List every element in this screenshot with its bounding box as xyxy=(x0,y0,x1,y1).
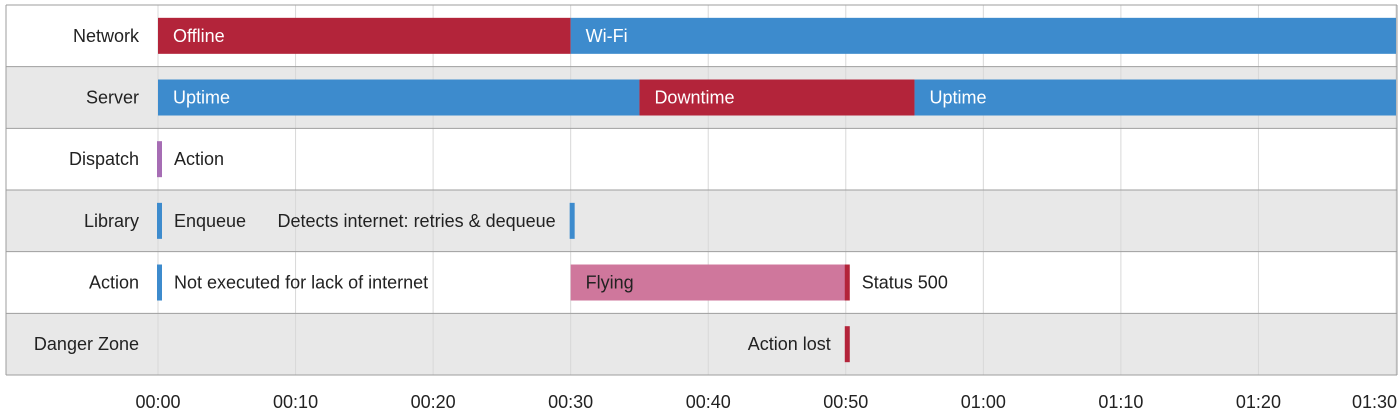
timeline-bars: Offline Wi-Fi Uptime Downtime Uptime Action En… xyxy=(157,17,1396,363)
x-tick-label: 00:40 xyxy=(686,392,731,412)
timeline-bar xyxy=(158,79,640,116)
timeline-bar xyxy=(570,17,1396,54)
bar-label: Action lost xyxy=(748,334,831,354)
row-background xyxy=(6,313,1397,376)
x-tick-label: 00:50 xyxy=(823,392,868,412)
x-tick-label: 00:10 xyxy=(273,392,318,412)
bar-label: Uptime xyxy=(930,88,987,108)
timeline-bar xyxy=(914,79,1396,116)
row-background xyxy=(6,128,1397,191)
bar-label: Wi-Fi xyxy=(586,26,628,46)
x-tick-label: 01:00 xyxy=(961,392,1006,412)
bar-label: Offline xyxy=(173,26,225,46)
bar-label: Uptime xyxy=(173,88,230,108)
row-label: Library xyxy=(84,211,139,231)
row-label: Action xyxy=(89,273,139,293)
timeline-bar xyxy=(639,79,915,116)
timeline-bar xyxy=(158,17,571,54)
x-tick-label: 00:30 xyxy=(548,392,593,412)
bar-label: Status 500 xyxy=(862,273,948,293)
grid-lines xyxy=(5,4,1398,376)
row-label: Danger Zone xyxy=(34,334,139,354)
timeline-marker xyxy=(844,326,850,363)
row-label: Dispatch xyxy=(69,149,139,169)
bar-label: Action xyxy=(174,149,224,169)
x-tick-label: 01:10 xyxy=(1098,392,1143,412)
bar-label: Detects internet: retries & dequeue xyxy=(278,211,556,231)
timeline-marker xyxy=(157,264,162,301)
x-tick-label: 01:30 xyxy=(1352,392,1397,412)
timeline-marker xyxy=(844,264,850,301)
row-label: Server xyxy=(86,88,139,108)
bar-label: Downtime xyxy=(654,88,734,108)
x-tick-label: 01:20 xyxy=(1236,392,1281,412)
x-axis-ticks: 00:00 00:10 00:20 00:30 00:40 00:50 01:00 01:10… xyxy=(135,392,1397,412)
x-tick-label: 00:20 xyxy=(411,392,456,412)
row-labels: Network Server Dispatch Library Action Danger… xyxy=(34,26,140,354)
row-label: Network xyxy=(73,26,140,46)
timeline-marker xyxy=(157,202,162,239)
bar-label: Enqueue xyxy=(174,211,246,231)
timeline-marker xyxy=(569,202,575,239)
x-tick-label: 00:00 xyxy=(135,392,180,412)
timeline-marker xyxy=(157,141,162,178)
timeline-bar xyxy=(570,264,846,301)
bar-label: Not executed for lack of internet xyxy=(174,273,428,293)
bar-label: Flying xyxy=(586,273,634,293)
row-background xyxy=(6,190,1397,252)
